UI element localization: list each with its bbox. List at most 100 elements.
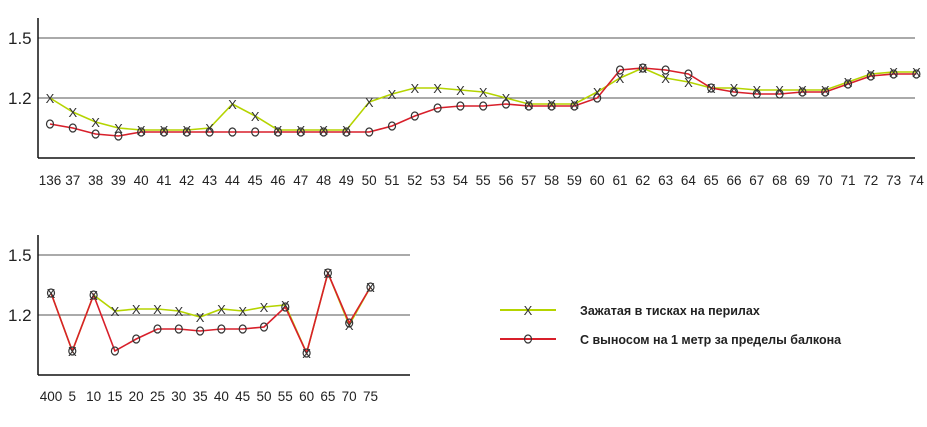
x-tick-label: 70 — [342, 389, 357, 404]
data-point-o — [159, 127, 169, 137]
data-point-o — [593, 93, 602, 103]
series-line-1 — [49, 67, 917, 131]
x-tick-label: 60 — [590, 173, 605, 188]
x-tick-label: 66 — [726, 173, 741, 188]
data-point-o — [323, 268, 332, 278]
data-point-x: X — [593, 85, 602, 100]
data-point-o — [501, 99, 511, 109]
data-point-o — [342, 127, 351, 137]
data-point-x: X — [296, 123, 305, 138]
data-point-x: X — [137, 123, 146, 138]
data-point-o — [174, 324, 183, 334]
data-point-o — [547, 101, 556, 111]
data-point-x: X — [196, 310, 205, 325]
x-tick-label: 46 — [270, 173, 285, 188]
legend-label-2: С выносом на 1 метр за пределы балкона — [580, 333, 842, 347]
x-tick-label: 25 — [150, 389, 165, 404]
data-point-o — [137, 127, 146, 137]
data-point-o — [866, 71, 875, 81]
data-point-x: X — [274, 123, 283, 138]
data-point-x: X — [91, 115, 100, 130]
x-tick-label: 38 — [88, 173, 103, 188]
data-point-x: X — [821, 83, 830, 98]
y-tick-label: 1.5 — [8, 246, 32, 265]
series-line-1 — [50, 270, 372, 356]
data-point-x: X — [251, 109, 260, 124]
data-point-o — [110, 346, 120, 356]
data-point-o — [615, 65, 625, 75]
legend-marker-2 — [523, 334, 533, 344]
x-tick-label: 39 — [111, 173, 126, 188]
x-tick-label: 70 — [818, 173, 833, 188]
data-point-x: X — [345, 318, 354, 333]
x-tick-label: 40 — [134, 173, 149, 188]
data-point-x: X — [47, 286, 56, 301]
data-point-o — [821, 87, 830, 97]
y-tick-label: 1.2 — [8, 306, 32, 325]
data-point-x: X — [866, 67, 875, 82]
x-tick-label: 51 — [384, 173, 399, 188]
data-point-x: X — [707, 81, 716, 96]
x-tick-label: 62 — [635, 173, 650, 188]
data-point-x: X — [302, 346, 311, 361]
data-point-o — [68, 346, 77, 356]
x-tick-label: 54 — [453, 173, 469, 188]
data-point-o — [68, 123, 77, 133]
data-point-x: X — [342, 123, 351, 138]
data-point-x: X — [160, 123, 169, 138]
x-tick-label: 20 — [129, 389, 144, 404]
data-point-o — [251, 127, 260, 137]
data-point-o — [638, 63, 647, 73]
data-point-x: X — [547, 97, 556, 112]
x-tick-label: 43 — [202, 173, 217, 188]
x-tick-label: 53 — [430, 173, 445, 188]
data-point-o — [319, 127, 328, 137]
data-point-x: X — [479, 85, 488, 100]
data-point-x: X — [68, 344, 77, 359]
data-point-x: X — [433, 81, 442, 96]
data-point-o — [153, 324, 162, 334]
data-point-o — [114, 131, 123, 141]
x-tick-label: 45 — [248, 173, 263, 188]
data-point-x: X — [281, 298, 290, 313]
x-tick-label: 37 — [65, 173, 80, 188]
data-point-o — [296, 127, 305, 137]
data-point-o — [524, 101, 533, 111]
x-tick-label: 47 — [293, 173, 308, 188]
data-point-o — [91, 129, 100, 139]
data-point-x: X — [68, 105, 77, 120]
data-point-x: X — [638, 61, 647, 76]
data-point-o — [281, 302, 290, 312]
legend-item-2: С выносом на 1 метр за пределы балкона — [500, 333, 842, 347]
legend-item-1: X Зажатая в тисках на перилах — [500, 303, 760, 318]
data-point-x: X — [661, 71, 670, 86]
data-point-o — [45, 119, 55, 129]
data-point-o — [46, 288, 56, 298]
data-point-o — [707, 83, 716, 93]
x-tick-label: 55 — [476, 173, 491, 188]
x-tick-label: 136 — [39, 173, 62, 188]
x-tick-label: 35 — [193, 389, 208, 404]
data-point-o — [217, 324, 226, 334]
data-point-x: X — [132, 302, 141, 317]
x-tick-label: 52 — [407, 173, 422, 188]
x-tick-label: 61 — [612, 173, 627, 188]
data-point-o — [684, 69, 693, 79]
x-tick-label: 58 — [544, 173, 559, 188]
x-tick-label: 42 — [179, 173, 194, 188]
data-point-o — [752, 89, 761, 99]
x-tick-label: 400 — [40, 389, 63, 404]
x-tick-label: 75 — [363, 389, 378, 404]
data-point-o — [228, 127, 237, 137]
x-tick-label: 72 — [863, 173, 878, 188]
x-tick-label: 69 — [795, 173, 810, 188]
data-point-x: X — [570, 97, 579, 112]
data-point-x: X — [889, 65, 898, 80]
data-point-x: X — [502, 91, 511, 106]
x-tick-label: 30 — [171, 389, 186, 404]
legend-marker-1: X — [524, 303, 533, 318]
series-line-2 — [50, 270, 372, 356]
data-point-x: X — [912, 65, 921, 80]
data-point-x: X — [410, 81, 419, 96]
data-point-o — [366, 282, 375, 292]
